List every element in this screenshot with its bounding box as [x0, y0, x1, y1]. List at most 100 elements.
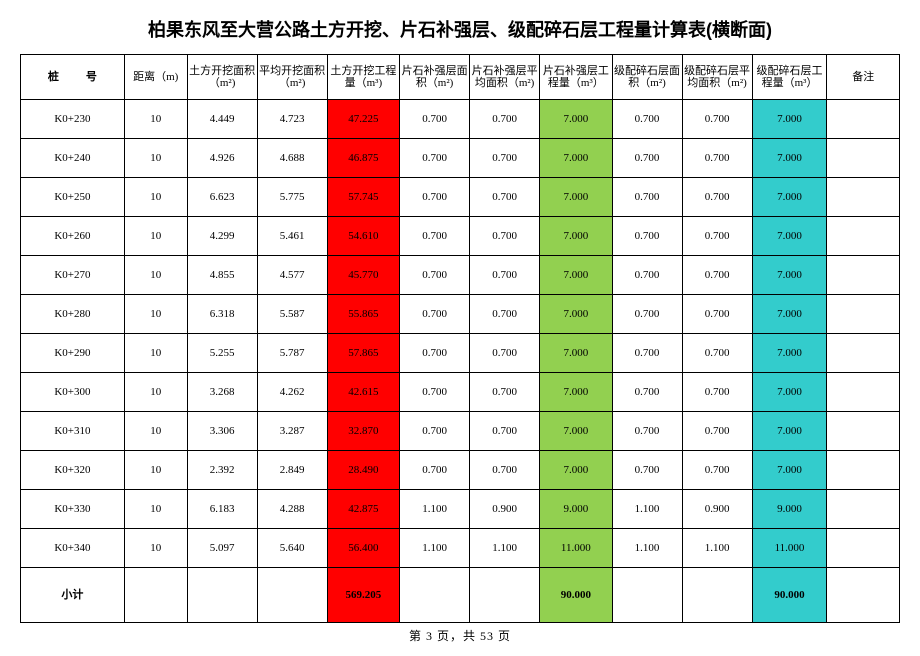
cell-barea: 0.700 — [400, 139, 470, 178]
cell-pile: K0+270 — [21, 256, 125, 295]
table-row: K0+290105.2555.78757.8650.7000.7007.0000… — [21, 334, 900, 373]
cell-dist: 10 — [124, 490, 187, 529]
cell-pavg: 4.577 — [257, 256, 327, 295]
cell-barea: 0.700 — [400, 256, 470, 295]
cell-qty: 42.615 — [327, 373, 399, 412]
cell-area: 4.926 — [187, 139, 257, 178]
cell-cpavg: 0.700 — [682, 412, 752, 451]
cell-qty: 57.865 — [327, 334, 399, 373]
page-footer: 第 3 页，共 53 页 — [20, 627, 900, 644]
header-row: 桩 号 距离（m) 土方开挖面积（m²) 平均开挖面积（m²) 土方开挖工程量（… — [21, 55, 900, 100]
page-title: 柏果东风至大营公路土方开挖、片石补强层、级配碎石层工程量计算表(横断面) — [20, 16, 900, 42]
cell-pile: K0+290 — [21, 334, 125, 373]
cell-cpavg: 0.700 — [682, 451, 752, 490]
cell-note — [827, 490, 900, 529]
cell-bqty: 9.000 — [540, 490, 612, 529]
cell-carea: 0.700 — [612, 373, 682, 412]
cell-qty: 56.400 — [327, 529, 399, 568]
cell-barea: 0.700 — [400, 451, 470, 490]
cell-cqty: 11.000 — [752, 529, 827, 568]
cell-area: 6.318 — [187, 295, 257, 334]
cell-bpavg: 0.700 — [470, 451, 540, 490]
cell-dist: 10 — [124, 217, 187, 256]
cell-pavg: 4.262 — [257, 373, 327, 412]
cell-qty: 42.875 — [327, 490, 399, 529]
col-bqty: 片石补强层工程量（m³） — [540, 55, 612, 100]
subtotal-row: 小计569.20590.00090.000 — [21, 568, 900, 623]
cell-pile: K0+320 — [21, 451, 125, 490]
cell-pavg: 4.288 — [257, 490, 327, 529]
cell-barea: 0.700 — [400, 295, 470, 334]
col-note: 备注 — [827, 55, 900, 100]
cell-cqty: 7.000 — [752, 451, 827, 490]
cell-dist: 10 — [124, 139, 187, 178]
cell-bpavg: 0.700 — [470, 217, 540, 256]
cell-bpavg: 0.700 — [470, 373, 540, 412]
cell-bqty: 7.000 — [540, 100, 612, 139]
cell-bpavg: 0.700 — [470, 412, 540, 451]
cell-pile: K0+300 — [21, 373, 125, 412]
cell-carea: 1.100 — [612, 529, 682, 568]
cell-cqty: 7.000 — [752, 373, 827, 412]
cell-area: 5.255 — [187, 334, 257, 373]
cell-qty: 28.490 — [327, 451, 399, 490]
cell-qty: 32.870 — [327, 412, 399, 451]
cell-cqty: 7.000 — [752, 412, 827, 451]
table-row: K0+260104.2995.46154.6100.7000.7007.0000… — [21, 217, 900, 256]
cell-note — [827, 178, 900, 217]
cell-pile: K0+310 — [21, 412, 125, 451]
cell-area: 6.623 — [187, 178, 257, 217]
cell-bpavg: 0.900 — [470, 490, 540, 529]
table-row: K0+300103.2684.26242.6150.7000.7007.0000… — [21, 373, 900, 412]
table-row: K0+230104.4494.72347.2250.7000.7007.0000… — [21, 100, 900, 139]
cell-carea: 0.700 — [612, 295, 682, 334]
cell-cpavg: 0.700 — [682, 256, 752, 295]
cell-qty: 57.745 — [327, 178, 399, 217]
cell-note — [827, 100, 900, 139]
cell-carea: 0.700 — [612, 139, 682, 178]
cell-bqty: 7.000 — [540, 295, 612, 334]
cell-bqty: 7.000 — [540, 373, 612, 412]
cell-cpavg: 0.700 — [682, 100, 752, 139]
cell-barea: 0.700 — [400, 412, 470, 451]
cell-pavg: 5.640 — [257, 529, 327, 568]
cell-cpavg: 0.700 — [682, 295, 752, 334]
cell-cqty: 7.000 — [752, 139, 827, 178]
cell-carea: 1.100 — [612, 490, 682, 529]
cell-area: 4.449 — [187, 100, 257, 139]
cell-pile: K0+240 — [21, 139, 125, 178]
cell-cpavg: 0.700 — [682, 373, 752, 412]
cell-qty: 45.770 — [327, 256, 399, 295]
cell-pavg: 5.587 — [257, 295, 327, 334]
cell-carea: 0.700 — [612, 412, 682, 451]
cell-note — [827, 139, 900, 178]
cell-carea: 0.700 — [612, 334, 682, 373]
col-area: 土方开挖面积（m²) — [187, 55, 257, 100]
cell-dist: 10 — [124, 373, 187, 412]
cell-area: 6.183 — [187, 490, 257, 529]
cell-pavg: 5.775 — [257, 178, 327, 217]
cell-bpavg: 0.700 — [470, 139, 540, 178]
cell-pile: K0+340 — [21, 529, 125, 568]
cell-cqty: 9.000 — [752, 490, 827, 529]
col-barea: 片石补强层面积（m²) — [400, 55, 470, 100]
cell-cpavg: 0.700 — [682, 178, 752, 217]
col-dist: 距离（m) — [124, 55, 187, 100]
cell-pile: K0+250 — [21, 178, 125, 217]
cell-qty: 46.875 — [327, 139, 399, 178]
cell-cqty: 7.000 — [752, 256, 827, 295]
cell-pile: K0+280 — [21, 295, 125, 334]
cell-cqty: 7.000 — [752, 295, 827, 334]
cell-cpavg: 1.100 — [682, 529, 752, 568]
table-row: K0+270104.8554.57745.7700.7000.7007.0000… — [21, 256, 900, 295]
cell-carea: 0.700 — [612, 256, 682, 295]
col-carea: 级配碎石层面积（m²) — [612, 55, 682, 100]
cell-cpavg: 0.700 — [682, 334, 752, 373]
cell-note — [827, 217, 900, 256]
table-row: K0+320102.3922.84928.4900.7000.7007.0000… — [21, 451, 900, 490]
cell-carea: 0.700 — [612, 451, 682, 490]
cell-note — [827, 295, 900, 334]
cell-bpavg: 0.700 — [470, 295, 540, 334]
cell-barea: 1.100 — [400, 490, 470, 529]
cell-barea: 0.700 — [400, 178, 470, 217]
